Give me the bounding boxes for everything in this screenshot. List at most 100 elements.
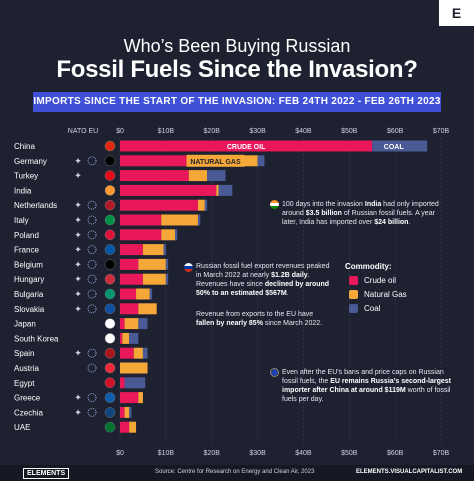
nato-icon: ✦	[74, 260, 82, 270]
bar-segment	[163, 244, 166, 256]
country-flag-icon	[104, 377, 116, 388]
legend-label-crude: Crude oil	[364, 276, 397, 285]
country-flag-icon	[104, 318, 116, 329]
country-flag-icon	[104, 362, 116, 374]
legend-item-crude: Crude oil	[349, 276, 425, 285]
bar-segment	[120, 288, 137, 300]
country-label: Poland	[14, 231, 39, 240]
eu-icon	[87, 289, 97, 299]
nato-icon: ✦	[74, 201, 82, 211]
country-label: France	[14, 246, 39, 255]
legend-item-coal: Coal	[349, 304, 425, 313]
bar-segment	[124, 377, 146, 389]
bar-segment	[129, 421, 137, 433]
x-tick-label-top: $70B	[433, 128, 450, 135]
x-tick-label-bottom: $60B	[387, 450, 404, 457]
x-tick-label-top: $20B	[204, 128, 221, 135]
country-flag-icon	[104, 140, 116, 152]
bar-segment	[120, 273, 143, 285]
bar-segment	[197, 199, 205, 211]
bar-segment	[138, 258, 166, 270]
country-label: Slovakia	[14, 305, 45, 314]
bar-segment	[120, 421, 130, 433]
bar-segment	[142, 244, 164, 256]
bar-segment	[136, 288, 150, 300]
bar-segment	[197, 214, 201, 226]
country-flag-icon	[104, 170, 116, 181]
nato-icon: ✦	[74, 305, 82, 315]
bar-segment	[120, 229, 162, 241]
country-flag-icon	[104, 303, 116, 314]
country-label: UAE	[14, 423, 30, 432]
footer-logo: ELEMENTS	[23, 468, 70, 479]
bar-segment	[207, 170, 226, 182]
membership-header: NATO EU	[68, 128, 98, 135]
legend-title: Commodity:	[345, 262, 392, 271]
country-flag-icon	[104, 348, 116, 359]
eu-flag-icon	[270, 368, 279, 377]
bar-segment	[142, 273, 166, 285]
country-label: Spain	[14, 349, 34, 358]
bar-segment	[165, 273, 169, 285]
data-label-coal: COAL	[384, 144, 405, 151]
bar-segment	[120, 170, 189, 182]
title-line-1: Who’s Been Buying Russian	[123, 36, 351, 56]
legend: Commodity: Crude oil Natural Gas Coal	[339, 262, 425, 328]
nato-icon: ✦	[74, 275, 82, 285]
country-label: Austria	[14, 364, 39, 373]
data-label-crude: CRUDE OIL	[227, 144, 266, 151]
bar-segment	[120, 406, 125, 418]
x-tick-label-bottom: $30B	[249, 450, 266, 457]
country-flag-icon	[104, 155, 116, 167]
country-flag-icon	[104, 407, 116, 418]
bar-segment	[120, 318, 125, 330]
bar-segment	[204, 199, 208, 211]
eu-icon	[87, 215, 97, 225]
country-label: Italy	[14, 216, 29, 225]
title-line-2: Fossil Fuels Since the Invasion?	[56, 56, 418, 83]
nato-icon: ✦	[74, 290, 82, 300]
x-tick-label-top: $60B	[387, 128, 404, 135]
x-tick-label-top: $50B	[341, 128, 358, 135]
nato-icon: ✦	[74, 216, 82, 226]
bar-segment	[120, 184, 217, 196]
gas-label-bg	[186, 154, 245, 167]
x-tick-label-bottom: $0	[116, 450, 124, 457]
bar-segment	[161, 229, 176, 241]
brand-logo: E	[439, 0, 474, 26]
gas-swatch	[349, 290, 358, 299]
x-tick-label-top: $40B	[295, 128, 312, 135]
bar-segment	[188, 170, 208, 182]
india-flag-icon	[270, 200, 279, 209]
coal-swatch	[349, 304, 358, 313]
eu-icon	[87, 259, 97, 269]
nato-icon: ✦	[74, 157, 82, 167]
bar-segment	[120, 214, 162, 226]
x-tick-label-bottom: $20B	[204, 450, 221, 457]
nato-icon: ✦	[74, 349, 82, 359]
crude-swatch	[349, 276, 358, 285]
country-flag-icon	[104, 333, 116, 344]
bar-segment	[120, 362, 148, 374]
country-flag-icon	[104, 392, 116, 403]
bar-segment	[120, 332, 123, 344]
country-flag-icon	[104, 288, 116, 300]
x-tick-label-top: $10B	[158, 128, 175, 135]
site-url: ELEMENTS.VISUALCAPITALIST.COM	[356, 469, 463, 475]
country-flag-icon	[104, 229, 116, 241]
eu-icon	[87, 407, 97, 417]
bar-segment	[138, 392, 143, 404]
bar-segment	[216, 184, 219, 196]
bar-segment	[142, 347, 148, 359]
eu-icon	[87, 156, 97, 166]
country-flag-icon	[104, 259, 116, 270]
bar-segment	[149, 288, 153, 300]
country-label: Hungary	[14, 275, 44, 284]
eu-icon	[87, 200, 97, 210]
legend-label-gas: Natural Gas	[364, 290, 407, 299]
country-label: Japan	[14, 320, 36, 329]
country-label: India	[14, 186, 32, 195]
bar-segment	[138, 318, 148, 330]
bar-segment	[120, 140, 373, 152]
